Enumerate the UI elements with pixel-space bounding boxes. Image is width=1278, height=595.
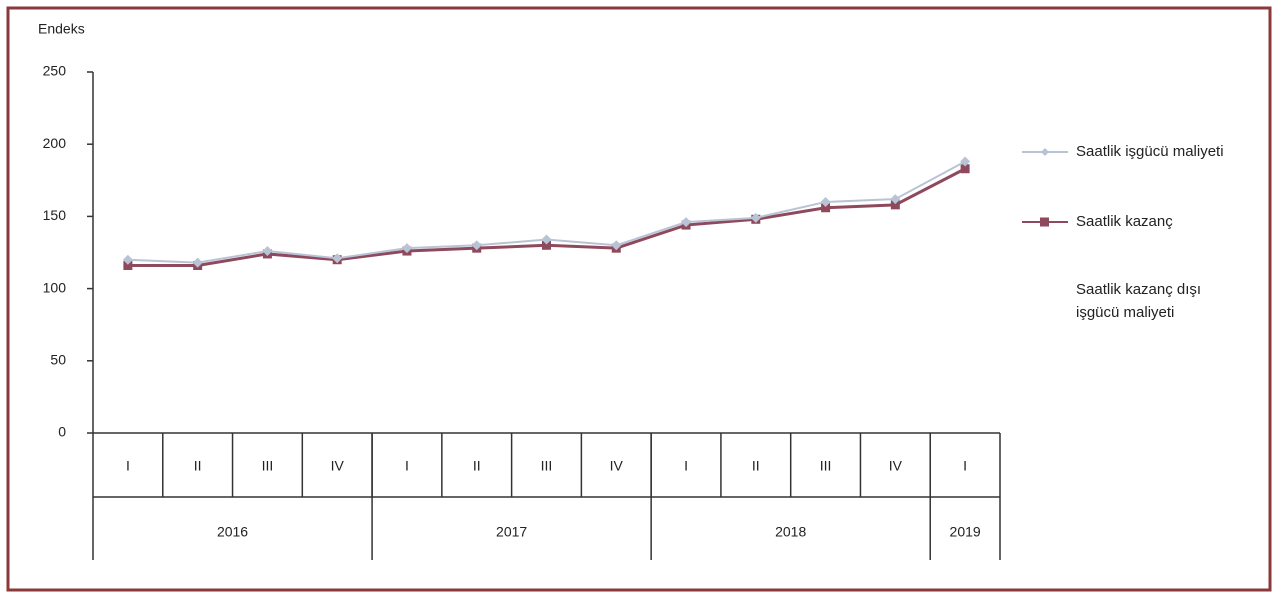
group-label: 2019	[950, 524, 981, 540]
marker	[541, 234, 552, 245]
x-tick-label: IV	[331, 458, 345, 474]
group-label: 2018	[775, 524, 806, 540]
x-tick-label: I	[405, 458, 409, 474]
marker	[123, 260, 133, 270]
x-tick-label: III	[820, 458, 832, 474]
y-tick-label: 0	[58, 424, 66, 440]
legend-marker	[1041, 148, 1049, 156]
marker	[821, 203, 831, 213]
x-tick-label: I	[126, 458, 130, 474]
marker	[471, 240, 482, 251]
x-tick-label: IV	[610, 458, 624, 474]
series-line	[127, 167, 966, 267]
marker	[611, 240, 622, 251]
frame	[6, 6, 1272, 592]
marker	[960, 164, 970, 174]
marker	[542, 240, 551, 250]
marker	[820, 196, 831, 207]
x-tick-label: III	[541, 458, 553, 474]
marker	[750, 212, 761, 223]
x-tick-label: II	[473, 458, 481, 474]
legend-label: Saatlik kazanç dışı işgücü maliyeti	[1076, 281, 1202, 321]
x-tick-label: I	[684, 458, 688, 474]
marker	[192, 257, 203, 268]
y-tick-label: 150	[43, 207, 67, 223]
marker	[890, 200, 900, 210]
x-tick-label: II	[752, 458, 760, 474]
legend-label: Saatlik işgücü maliyeti	[1076, 143, 1224, 160]
y-tick-label: 200	[43, 135, 67, 151]
y-tick-label: 50	[50, 352, 66, 368]
marker	[122, 254, 133, 265]
legend-label: Saatlik kazanç	[1076, 213, 1173, 230]
group-label: 2017	[496, 524, 527, 540]
y-tick-label: 100	[43, 279, 67, 295]
x-tick-label: I	[963, 458, 967, 474]
y-tick-label: 250	[43, 63, 67, 79]
marker	[681, 217, 692, 228]
marker	[960, 156, 971, 167]
x-tick-label: III	[262, 458, 274, 474]
legend-marker	[1040, 217, 1049, 227]
x-tick-label: IV	[889, 458, 903, 474]
marker	[890, 194, 901, 205]
marker	[401, 243, 412, 254]
y-axis-label: Endeks	[38, 21, 85, 37]
marker	[262, 246, 273, 257]
group-label: 2016	[217, 524, 248, 540]
x-tick-label: II	[194, 458, 202, 474]
marker	[332, 253, 343, 264]
